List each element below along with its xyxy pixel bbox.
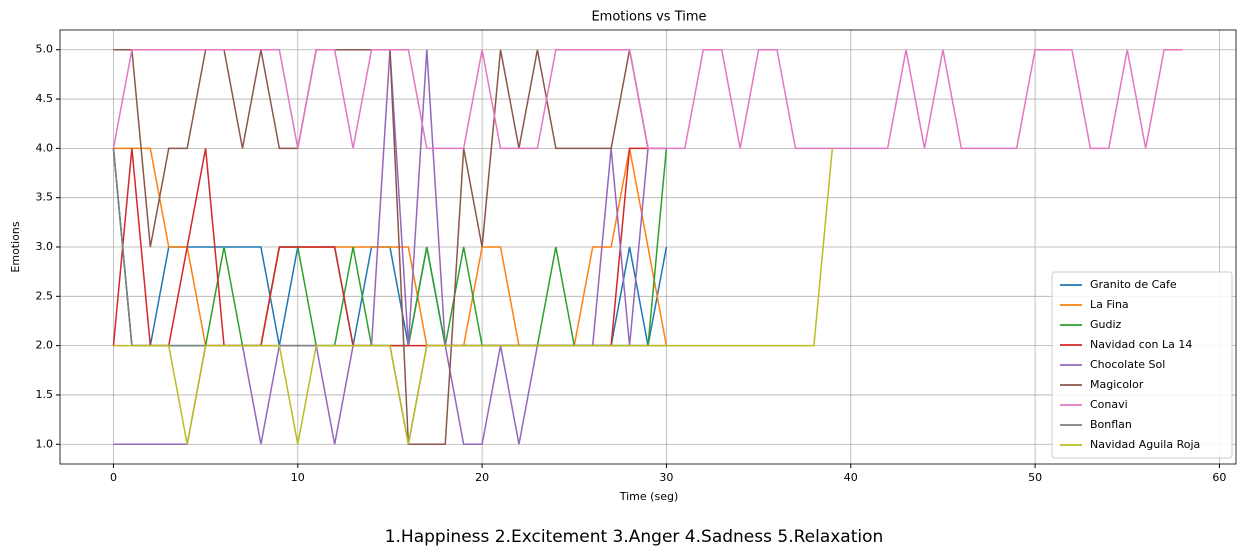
legend-label: Bonflan: [1090, 418, 1132, 431]
series-line: [113, 148, 834, 445]
series-line: [112, 48, 1183, 150]
y-tick-label: 1.0: [36, 437, 54, 450]
y-tick-label: 4.5: [36, 92, 54, 105]
y-tick-label: 5.0: [36, 43, 54, 56]
x-tick-label: 40: [844, 471, 858, 484]
y-tick-label: 3.0: [36, 240, 54, 253]
legend-label: Granito de Cafe: [1090, 278, 1177, 291]
x-tick-label: 0: [110, 471, 117, 484]
chart-title: Emotions vs Time: [591, 10, 706, 25]
legend-label: Gudiz: [1090, 318, 1122, 331]
legend-label: Navidad Aguila Roja: [1090, 438, 1200, 451]
y-tick-label: 3.5: [36, 191, 54, 204]
x-tick-label: 60: [1212, 471, 1226, 484]
y-tick-label: 2.5: [36, 289, 54, 302]
x-tick-label: 20: [475, 471, 489, 484]
y-axis-label: Emotions: [9, 221, 22, 272]
caption: 1.Happiness 2.Excitement 3.Anger 4.Sadne…: [385, 527, 884, 547]
x-tick-label: 50: [1028, 471, 1042, 484]
y-tick-label: 1.5: [36, 388, 54, 401]
legend-label: La Fina: [1090, 298, 1129, 311]
x-tick-label: 30: [659, 471, 673, 484]
y-tick-label: 4.0: [36, 141, 54, 154]
legend: Granito de Cafe La Fina Gudiz Navidad con L…: [1051, 271, 1233, 459]
legend-label: Magicolor: [1090, 378, 1144, 391]
plot-frame: [59, 29, 1237, 465]
legend-frame: [1051, 271, 1233, 459]
x-tick-label: 10: [291, 471, 305, 484]
y-tick-label: 2.0: [36, 339, 54, 352]
legend-label: Chocolate Sol: [1090, 358, 1165, 371]
legend-label: Conavi: [1090, 398, 1128, 411]
x-axis-label: Time (seg): [619, 490, 678, 503]
legend-label: Navidad con La 14: [1090, 338, 1192, 351]
